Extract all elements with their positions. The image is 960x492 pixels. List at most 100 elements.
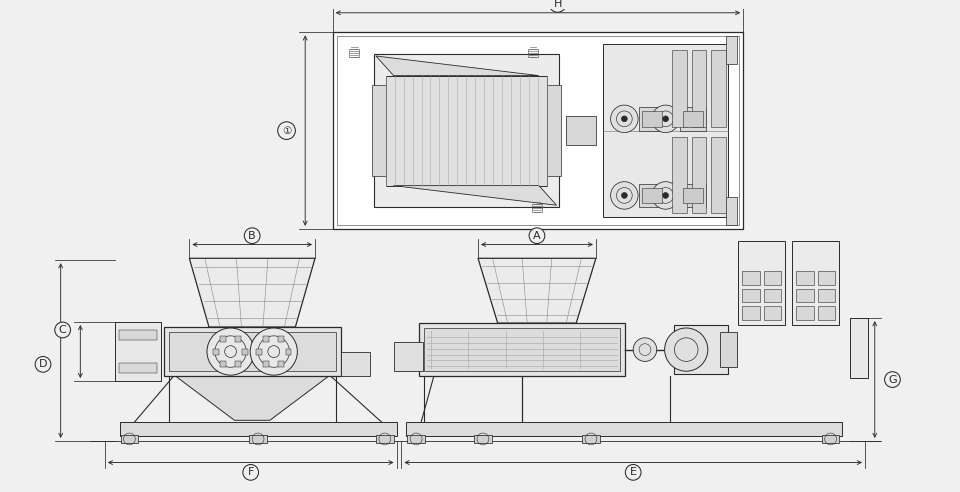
Bar xyxy=(796,307,814,320)
Bar xyxy=(420,323,625,376)
Bar xyxy=(675,325,729,374)
Text: C: C xyxy=(59,325,66,335)
Text: A: A xyxy=(533,231,540,241)
Bar xyxy=(764,307,781,320)
Circle shape xyxy=(625,464,641,480)
Circle shape xyxy=(652,182,680,209)
Bar xyxy=(120,422,396,436)
Circle shape xyxy=(621,116,627,122)
Text: G: G xyxy=(888,374,897,385)
Circle shape xyxy=(529,228,545,244)
Bar xyxy=(349,49,359,57)
Circle shape xyxy=(207,328,254,375)
Bar xyxy=(220,362,227,367)
Circle shape xyxy=(36,357,51,372)
Bar xyxy=(726,36,737,64)
Bar xyxy=(278,362,284,367)
Bar xyxy=(764,289,781,303)
Bar xyxy=(796,289,814,303)
Bar xyxy=(742,271,760,285)
Circle shape xyxy=(652,105,680,132)
Circle shape xyxy=(549,0,566,12)
Bar xyxy=(742,307,760,320)
Bar xyxy=(639,184,664,207)
Bar xyxy=(169,332,336,371)
Bar xyxy=(250,435,267,443)
Bar xyxy=(711,136,726,213)
Bar xyxy=(711,50,726,127)
Bar xyxy=(738,241,785,325)
Bar xyxy=(164,327,341,376)
Polygon shape xyxy=(394,185,557,205)
Bar xyxy=(796,271,814,285)
Bar xyxy=(263,336,270,342)
Circle shape xyxy=(662,116,668,122)
Bar xyxy=(691,136,707,213)
Circle shape xyxy=(611,182,638,209)
Bar xyxy=(220,336,227,342)
Circle shape xyxy=(664,328,708,371)
Bar xyxy=(528,49,538,57)
Bar xyxy=(684,187,703,203)
Text: H: H xyxy=(553,0,562,9)
Bar xyxy=(720,332,737,368)
Bar xyxy=(278,336,284,342)
Circle shape xyxy=(277,122,296,139)
Bar xyxy=(372,86,386,176)
Text: ①: ① xyxy=(282,125,291,136)
Bar xyxy=(256,349,262,355)
Bar xyxy=(121,435,138,443)
Bar xyxy=(582,435,600,443)
Bar xyxy=(532,204,541,212)
Bar xyxy=(691,50,707,127)
Bar xyxy=(394,342,423,371)
Bar xyxy=(764,271,781,285)
Bar xyxy=(235,362,241,367)
Bar xyxy=(424,328,620,371)
Bar xyxy=(684,111,703,127)
Bar xyxy=(263,362,270,367)
Circle shape xyxy=(244,228,260,244)
Bar xyxy=(818,289,835,303)
Text: F: F xyxy=(248,467,253,477)
Bar xyxy=(822,435,839,443)
Bar xyxy=(726,197,737,225)
Polygon shape xyxy=(376,56,539,76)
Bar xyxy=(341,352,370,376)
Bar xyxy=(119,330,156,340)
Bar xyxy=(672,136,686,213)
Bar xyxy=(376,435,394,443)
Circle shape xyxy=(621,192,627,198)
Circle shape xyxy=(634,338,657,362)
Text: D: D xyxy=(38,359,47,369)
Bar xyxy=(474,435,492,443)
Circle shape xyxy=(662,192,668,198)
Bar xyxy=(333,32,743,229)
Circle shape xyxy=(611,105,638,132)
Bar xyxy=(818,307,835,320)
Bar xyxy=(642,187,661,203)
Bar xyxy=(818,271,835,285)
Bar xyxy=(603,44,729,217)
Bar xyxy=(566,116,596,145)
Bar xyxy=(85,217,884,449)
Bar xyxy=(213,349,219,355)
Bar xyxy=(792,241,839,325)
Bar xyxy=(333,32,743,229)
Polygon shape xyxy=(189,258,315,327)
Bar xyxy=(119,364,156,373)
Bar xyxy=(114,322,161,381)
Bar xyxy=(681,184,706,207)
Bar xyxy=(406,422,842,436)
Circle shape xyxy=(55,322,70,338)
Text: B: B xyxy=(249,231,256,241)
Bar xyxy=(547,86,561,176)
Polygon shape xyxy=(176,376,328,420)
Bar xyxy=(242,349,249,355)
Circle shape xyxy=(243,464,258,480)
Bar xyxy=(235,336,241,342)
Bar xyxy=(742,289,760,303)
Bar xyxy=(407,435,425,443)
Bar xyxy=(642,111,661,127)
Bar xyxy=(386,76,547,185)
